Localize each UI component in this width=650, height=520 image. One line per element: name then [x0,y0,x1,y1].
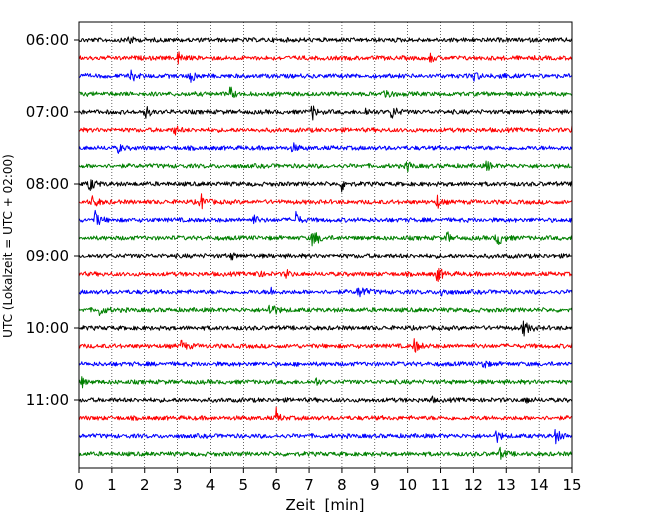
trace-0915 [78,267,573,282]
x-tick-label: 13 [497,476,516,494]
x-tick-label: 15 [562,476,581,494]
trace-0800 [78,179,573,193]
x-tick-label: 10 [398,476,417,494]
x-tick-label: 7 [304,476,314,494]
x-tick-label: 4 [206,476,216,494]
trace-0615 [78,51,573,65]
plot-frame [78,21,573,469]
trace-0630 [78,69,573,83]
x-tick-label: 2 [140,476,150,494]
trace-0930 [78,286,573,298]
trace-1100 [78,395,573,404]
trace-1000 [78,320,573,337]
trace-0715 [78,125,573,136]
trace-0600 [78,36,573,45]
x-axis: 0 1 2 3 4 5 6 7 8 9 10 11 12 13 14 15 [74,468,582,494]
y-tick-label: 07:00 [26,103,69,121]
seismogram-traces [78,36,573,460]
x-tick-label: 1 [107,476,117,494]
trace-1015 [78,338,573,353]
trace-1030 [78,360,573,369]
trace-0815 [78,193,573,210]
plot-background [79,22,572,468]
trace-0645 [78,86,573,99]
x-tick-label: 14 [530,476,549,494]
trace-0745 [78,160,573,173]
trace-0900 [78,252,573,261]
trace-1145 [78,446,573,460]
x-tick-label: 12 [464,476,483,494]
trace-1130 [78,428,573,445]
y-tick-label: 06:00 [26,31,69,49]
x-tick-label: 0 [74,476,84,494]
x-tick-label: 9 [370,476,380,494]
y-tick-label: 09:00 [26,247,69,265]
x-tick-label: 5 [239,476,249,494]
x-tick-label: 11 [431,476,450,494]
trace-0830 [78,209,573,226]
trace-1045 [78,376,573,389]
minute-gridlines [111,22,540,468]
trace-0730 [78,142,573,154]
y-axis: 06:00 07:00 08:00 09:00 10:00 11:00 [26,31,79,409]
x-tick-label: 3 [173,476,183,494]
y-tick-label: 11:00 [26,391,69,409]
trace-0945 [78,304,573,316]
x-axis-label: Zeit [min] [285,496,364,514]
x-tick-label: 6 [271,476,281,494]
trace-0700 [78,105,573,121]
trace-1115 [78,406,573,421]
x-tick-label: 8 [337,476,347,494]
trace-0845 [78,231,573,247]
y-tick-label: 10:00 [26,319,69,337]
y-axis-label: UTC (Lokalzeit = UTC + 02:00) [1,154,15,338]
y-tick-label: 08:00 [26,175,69,193]
